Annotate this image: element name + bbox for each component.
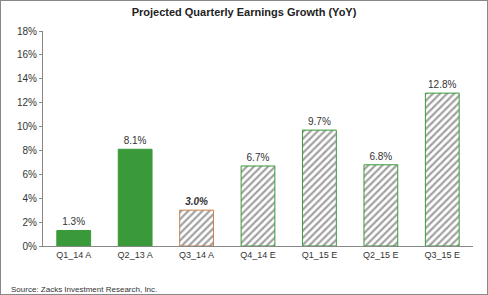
svg-text:10%: 10% [17, 121, 37, 132]
svg-text:16%: 16% [17, 49, 37, 60]
svg-text:4%: 4% [23, 193, 38, 204]
svg-text:Q1_14 A: Q1_14 A [56, 250, 91, 260]
svg-text:8%: 8% [23, 145, 38, 156]
svg-text:3.0%: 3.0% [185, 196, 208, 207]
svg-text:14%: 14% [17, 73, 37, 84]
svg-text:Source: Zacks Investment Resea: Source: Zacks Investment Research, Inc. [11, 285, 157, 294]
svg-text:6.7%: 6.7% [247, 152, 270, 163]
svg-text:Q2_15 E: Q2_15 E [363, 250, 399, 260]
svg-text:Q4_14 E: Q4_14 E [240, 250, 276, 260]
svg-text:Q1_15 E: Q1_15 E [302, 250, 338, 260]
svg-text:2%: 2% [23, 217, 38, 228]
svg-text:Projected Quarterly Earnings G: Projected Quarterly Earnings Growth (YoY… [132, 6, 357, 18]
svg-text:Q2_13 A: Q2_13 A [118, 250, 153, 260]
svg-text:6%: 6% [23, 169, 38, 180]
svg-text:Q3_14 A: Q3_14 A [179, 250, 214, 260]
svg-text:9.7%: 9.7% [308, 116, 331, 127]
svg-text:12%: 12% [17, 97, 37, 108]
svg-text:12.8%: 12.8% [428, 79, 456, 90]
svg-text:0%: 0% [23, 241, 38, 252]
svg-text:18%: 18% [17, 26, 37, 37]
svg-text:6.8%: 6.8% [369, 151, 392, 162]
svg-text:1.3%: 1.3% [62, 216, 85, 227]
svg-text:Q3_15 E: Q3_15 E [425, 250, 461, 260]
svg-text:8.1%: 8.1% [124, 135, 147, 146]
